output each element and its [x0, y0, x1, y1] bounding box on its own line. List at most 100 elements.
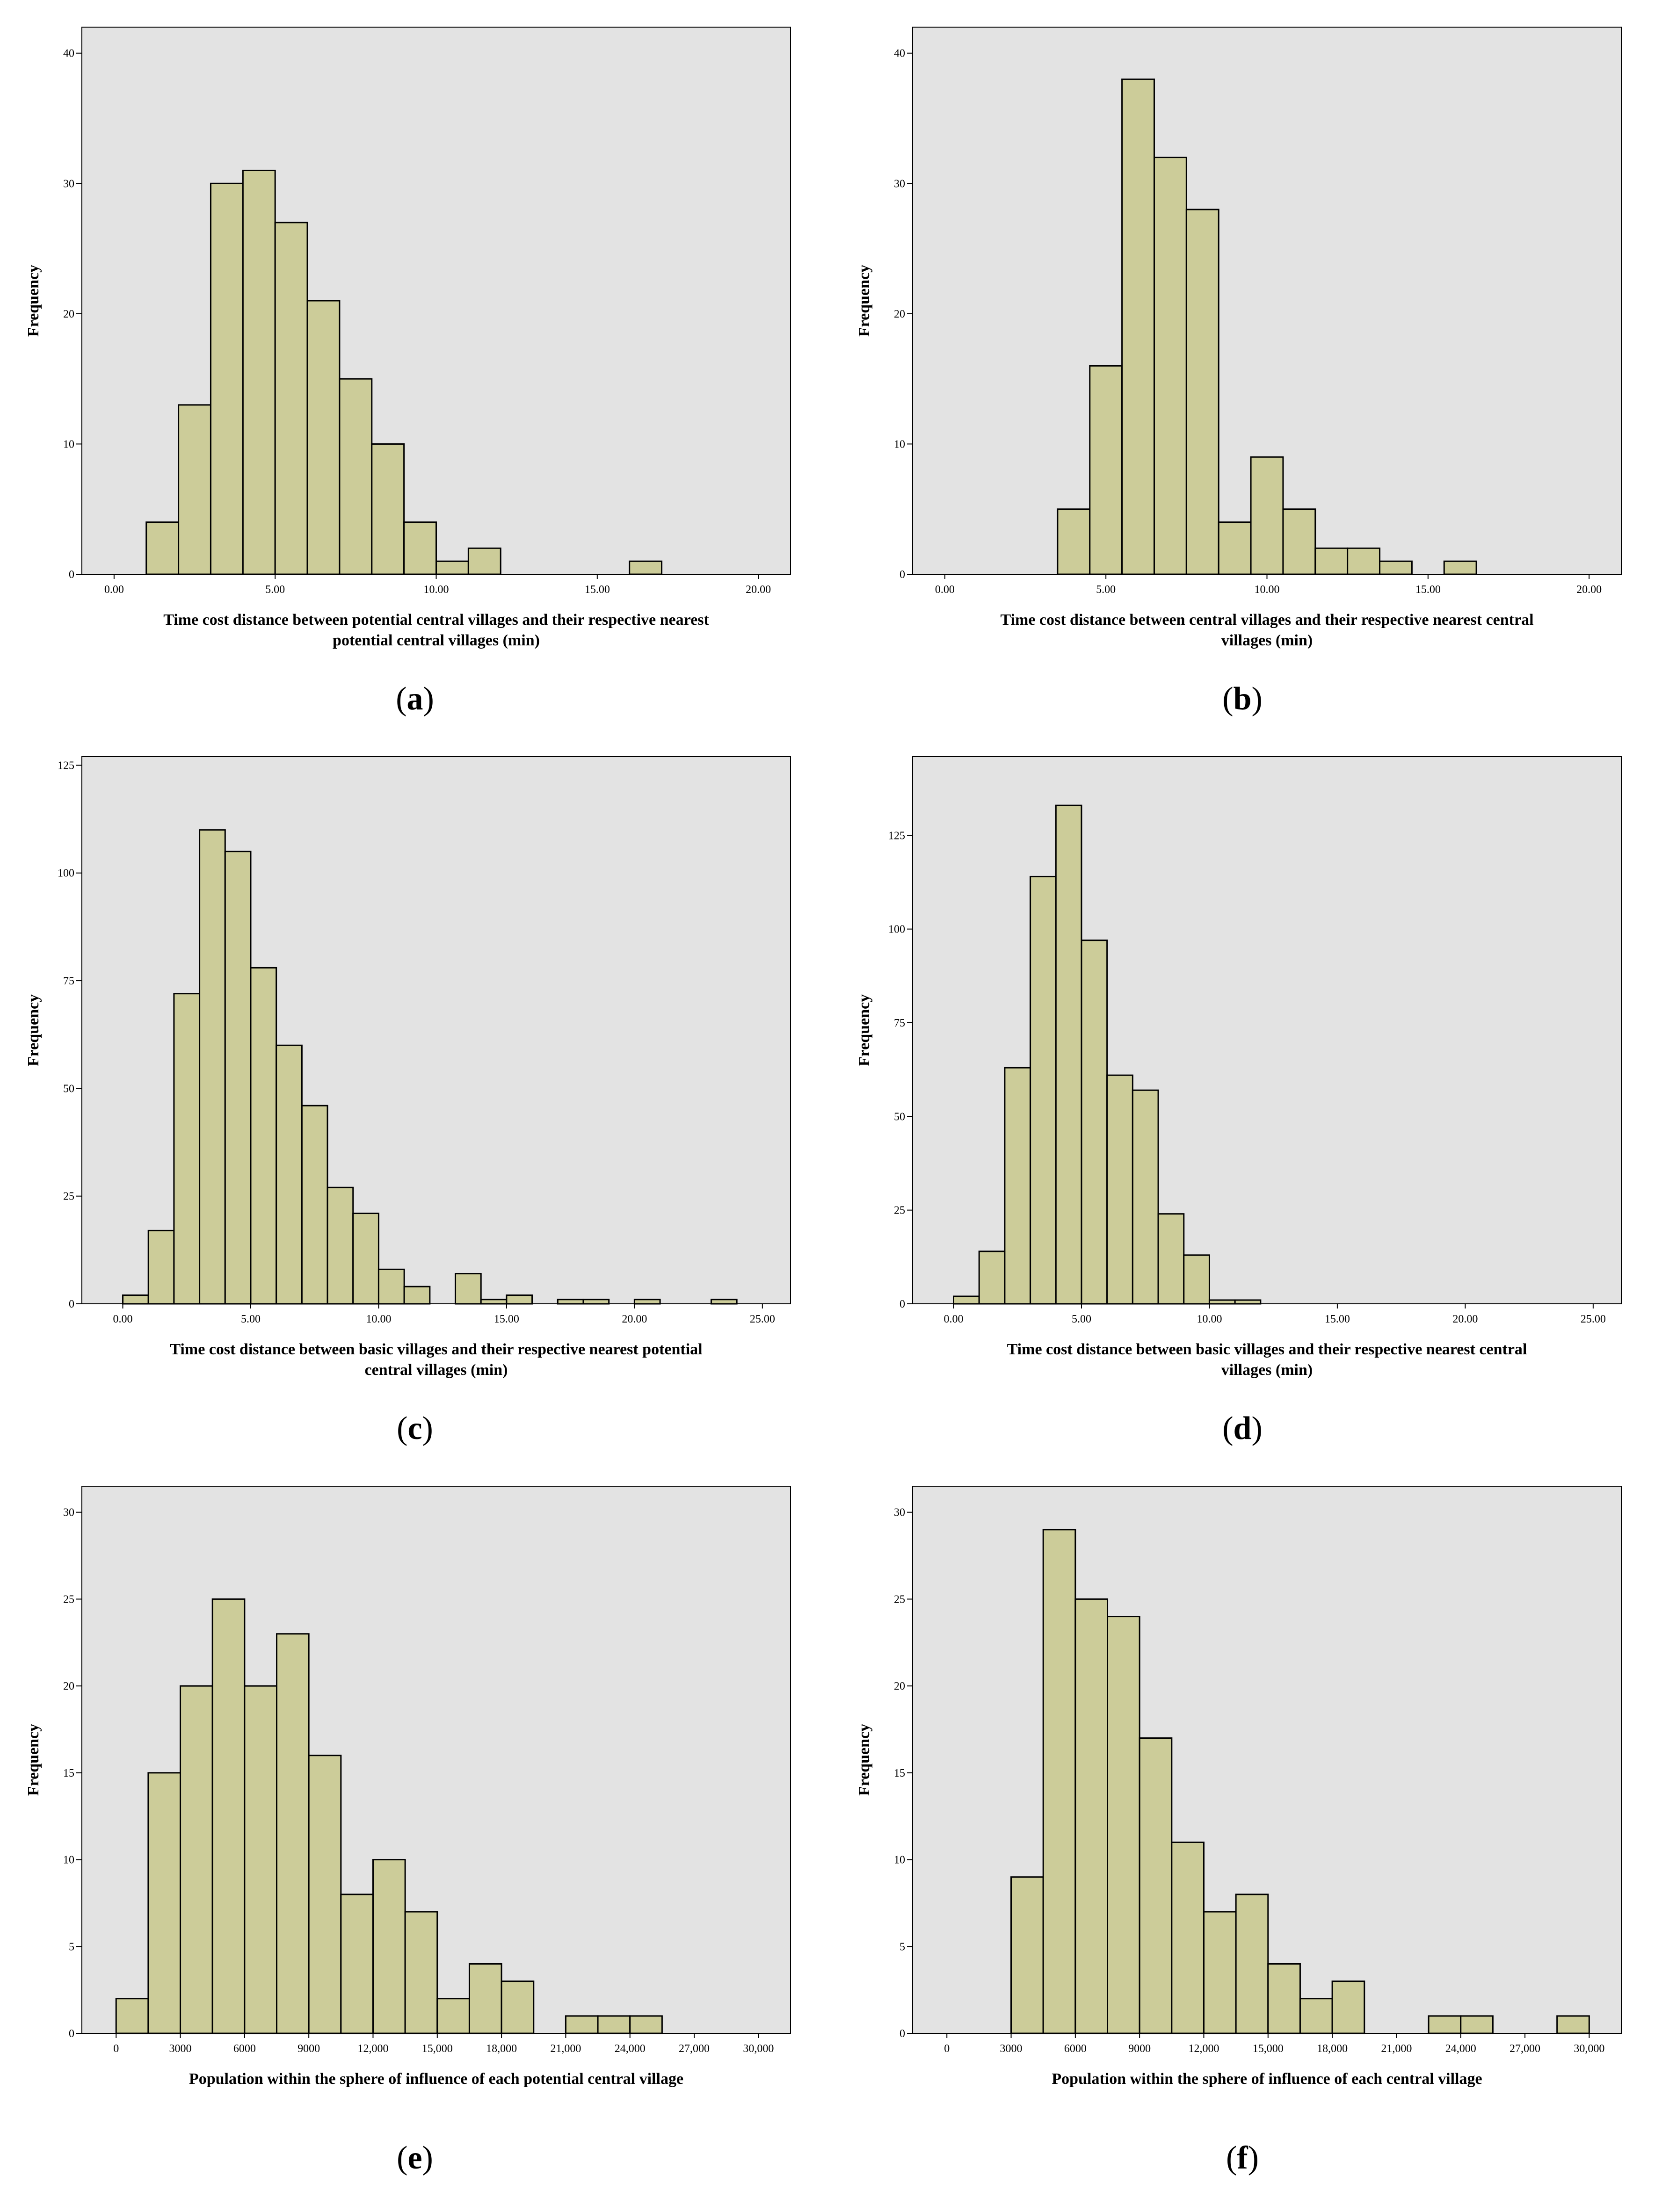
x-tick-label: 3000 — [169, 2043, 192, 2055]
histogram-bar — [199, 829, 226, 1305]
x-tick-label: 0 — [944, 2043, 950, 2055]
histogram-bar — [352, 1213, 379, 1305]
histogram-bar — [1132, 1089, 1159, 1305]
histogram-bar — [308, 1755, 342, 2034]
histogram-bar — [1208, 1299, 1236, 1305]
histogram-bar — [372, 1859, 406, 2034]
histogram-bar — [404, 1911, 438, 2034]
x-tick-label: 30,000 — [1574, 2043, 1604, 2055]
y-tick-label: 15 — [63, 1767, 74, 1779]
x-tick-label: 9000 — [1128, 2043, 1151, 2055]
histogram-bar — [629, 560, 663, 575]
histogram-bar — [1081, 940, 1108, 1305]
histogram-bar — [1074, 1598, 1109, 2034]
y-tick-label: 5 — [900, 1941, 905, 1953]
y-tick-label: 125 — [888, 830, 905, 842]
y-tick-label: 100 — [888, 924, 905, 936]
histogram-bar — [1331, 1981, 1365, 2034]
y-tick-label: 25 — [894, 1205, 905, 1217]
histogram-bar — [1299, 1998, 1333, 2034]
histogram-bar — [377, 1268, 405, 1305]
histogram-bar — [1218, 521, 1252, 575]
x-tick-label: 24,000 — [615, 2043, 646, 2055]
histogram-bar — [147, 1772, 181, 2034]
y-tick-label: 75 — [63, 975, 74, 987]
x-tick-label: 15,000 — [1253, 2043, 1284, 2055]
histogram-bar — [506, 1294, 533, 1305]
y-axis-title: Frequency — [25, 994, 42, 1066]
histogram-bar — [339, 378, 373, 575]
x-tick-label: 24,000 — [1445, 2043, 1476, 2055]
x-tick-label: 0.00 — [104, 584, 124, 596]
x-tick-label: 0.00 — [113, 1313, 133, 1325]
histogram-bar — [436, 1998, 470, 2034]
histogram-bar — [250, 967, 277, 1305]
y-tick-label: 20 — [894, 1680, 905, 1692]
histogram-bar — [211, 1598, 246, 2034]
histogram-bar — [1042, 1529, 1076, 2034]
histogram-bar — [1234, 1299, 1262, 1305]
histogram-bar — [953, 1295, 980, 1305]
y-tick-label: 30 — [894, 1507, 905, 1519]
histogram-panel-a: 0 10 20 30 40 0.00 5.00 10.00 15.00 20.00 Frequenc… — [0, 0, 831, 748]
x-tick-label: 0.00 — [944, 1313, 964, 1325]
histogram-bar — [1443, 560, 1477, 575]
x-tick-label: 20.00 — [622, 1313, 647, 1325]
x-tick-label: 5.00 — [1072, 1313, 1091, 1325]
histogram-bar — [1157, 1213, 1185, 1305]
y-axis-title: Frequency — [856, 265, 873, 337]
histogram-bar — [173, 993, 201, 1305]
histogram-bar — [582, 1299, 610, 1305]
x-tick-label: 21,000 — [550, 2043, 581, 2055]
histogram-bar — [1106, 1074, 1133, 1305]
x-axis-title-line: Time cost distance between basic village… — [170, 1341, 702, 1358]
x-axis-title-line: potential central villages (min) — [333, 632, 540, 649]
x-axis-title-line: central villages (min) — [365, 1361, 508, 1379]
histogram-bar — [978, 1251, 1006, 1305]
histogram-bar — [1107, 1616, 1140, 2034]
y-axis-title: Frequency — [856, 1724, 873, 1796]
x-tick-label: 20.00 — [746, 584, 771, 596]
histogram-bar — [501, 1981, 535, 2034]
histogram-bar — [467, 547, 501, 575]
x-axis-title-line: villages (min) — [1221, 1361, 1313, 1379]
y-tick-label: 40 — [894, 48, 905, 60]
histogram-bar — [1057, 508, 1091, 575]
y-tick-label: 0 — [69, 1298, 74, 1310]
histogram-bar — [480, 1299, 508, 1305]
histogram-bar — [224, 851, 252, 1305]
x-tick-label: 18,000 — [1317, 2043, 1348, 2055]
histogram-chart-e: 0 5 10 15 20 25 30 0 3000 6000 9000 12,000 15,000 18,… — [25, 1486, 791, 2088]
histogram-chart-c: 0 25 50 75 100 125 0.00 5.00 10.00 15.00 20.00 25.0… — [25, 756, 791, 1379]
x-axis-title-line: Time cost distance between basic village… — [1007, 1341, 1527, 1358]
y-tick-label: 0 — [69, 2028, 74, 2040]
histogram-panel-b: 0 10 20 30 40 0.00 5.00 10.00 15.00 20.00 Frequenc… — [831, 0, 1662, 748]
histogram-bar — [1282, 508, 1316, 575]
histogram-bar — [327, 1186, 354, 1305]
histogram-bar — [468, 1963, 502, 2034]
y-tick-label: 0 — [900, 1298, 905, 1310]
histogram-bar — [210, 182, 244, 575]
histogram-bar — [565, 2015, 599, 2034]
y-tick-label: 100 — [58, 867, 74, 880]
y-tick-label: 20 — [894, 308, 905, 320]
x-tick-label: 30,000 — [743, 2043, 774, 2055]
x-tick-label: 0 — [113, 2043, 119, 2055]
panel-caption-f: (f) — [1226, 2140, 1259, 2176]
histogram-bar — [1153, 157, 1187, 575]
y-tick-label: 10 — [894, 1854, 905, 1866]
y-tick-label: 50 — [894, 1111, 905, 1123]
x-tick-label: 25.00 — [750, 1313, 775, 1325]
histogram-panel-c: 0 25 50 75 100 125 0.00 5.00 10.00 15.00 20.00 25.0… — [0, 730, 831, 1459]
x-tick-label: 10.00 — [366, 1313, 391, 1325]
x-axis-title-line: Population within the sphere of influenc… — [1052, 2070, 1482, 2088]
histogram-bar — [1121, 78, 1155, 575]
x-tick-label: 6000 — [1064, 2043, 1087, 2055]
x-axis-title-line: Population within the sphere of influenc… — [189, 2070, 683, 2088]
x-axis-title-line: Time cost distance between potential cen… — [163, 611, 709, 629]
histogram-bar — [1004, 1067, 1031, 1305]
histogram-bar — [1203, 1911, 1237, 2034]
histogram-bar — [1030, 875, 1057, 1305]
x-tick-label: 20.00 — [1452, 1313, 1478, 1325]
x-tick-label: 10.00 — [424, 584, 449, 596]
